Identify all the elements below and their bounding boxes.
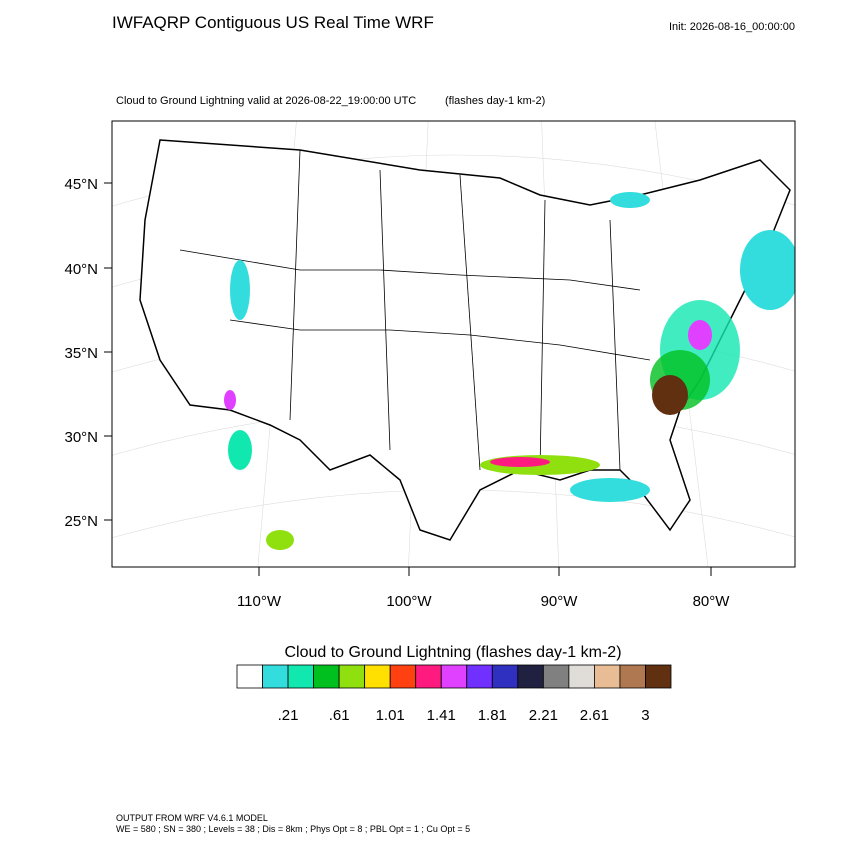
colorbar-box	[645, 664, 672, 689]
lightning-cells	[224, 192, 795, 550]
colorbar-label: 3	[641, 707, 649, 724]
colorbar-box	[491, 664, 519, 689]
colorbar-box	[542, 664, 570, 689]
lat-label: 30°N	[64, 429, 98, 446]
colorbar-box	[466, 664, 493, 689]
colorbar-label: 1.01	[376, 707, 405, 724]
colorbar: .21 .61 1.01 1.41 1.81 2.21 2.61 3	[236, 664, 672, 724]
colorbar-box	[415, 664, 442, 689]
colorbar-box	[313, 664, 340, 689]
lon-label: 100°W	[386, 593, 432, 610]
colorbar-box	[287, 664, 314, 689]
colorbar-title: Cloud to Ground Lightning (flashes day-1…	[284, 644, 621, 661]
colorbar-box	[568, 664, 595, 689]
colorbar-label: 2.21	[529, 707, 558, 724]
colorbar-box	[262, 664, 289, 689]
lon-label: 110°W	[237, 593, 282, 610]
lat-labels: 45°N 40°N 35°N 30°N 25°N	[64, 176, 112, 530]
lon-label: 80°W	[693, 593, 731, 610]
map-frame	[111, 120, 796, 568]
lat-label: 25°N	[64, 513, 98, 530]
title: IWFAQRP Contiguous US Real Time WRF	[112, 13, 434, 32]
state-borders	[179, 149, 651, 471]
colorbar-box	[594, 664, 621, 689]
lat-label: 45°N	[64, 176, 98, 193]
colorbar-box	[236, 664, 263, 689]
lon-labels: 110°W 100°W 90°W 80°W	[237, 567, 730, 610]
footer-line: OUTPUT FROM WRF V4.6.1 MODEL	[116, 813, 268, 823]
colorbar-box	[619, 664, 646, 689]
colorbar-label: 1.41	[427, 707, 456, 724]
footer-line: WE = 580 ; SN = 380 ; Levels = 38 ; Dis …	[116, 824, 470, 834]
colorbar-label: 2.61	[580, 707, 609, 724]
lat-label: 35°N	[64, 345, 98, 362]
colorbar-label: 1.81	[478, 707, 507, 724]
lat-label: 40°N	[64, 261, 98, 278]
colorbar-box	[517, 664, 544, 689]
colorbar-box	[338, 664, 366, 689]
colorbar-box	[389, 664, 417, 689]
init-time: Init: 2026-08-16_00:00:00	[669, 21, 795, 33]
colorbar-box	[440, 664, 468, 689]
lon-label: 90°W	[541, 593, 579, 610]
map: 45°N 40°N 35°N 30°N 25°N 110°W 100°W 90°W 80°W	[64, 120, 796, 610]
map-body	[112, 121, 795, 567]
subtitle: Cloud to Ground Lightning valid at 2026-…	[116, 95, 416, 107]
colorbar-label: .61	[329, 707, 350, 724]
colorbar-label: .21	[278, 707, 299, 724]
colorbar-box	[364, 664, 391, 689]
units: (flashes day-1 km-2)	[445, 95, 545, 107]
